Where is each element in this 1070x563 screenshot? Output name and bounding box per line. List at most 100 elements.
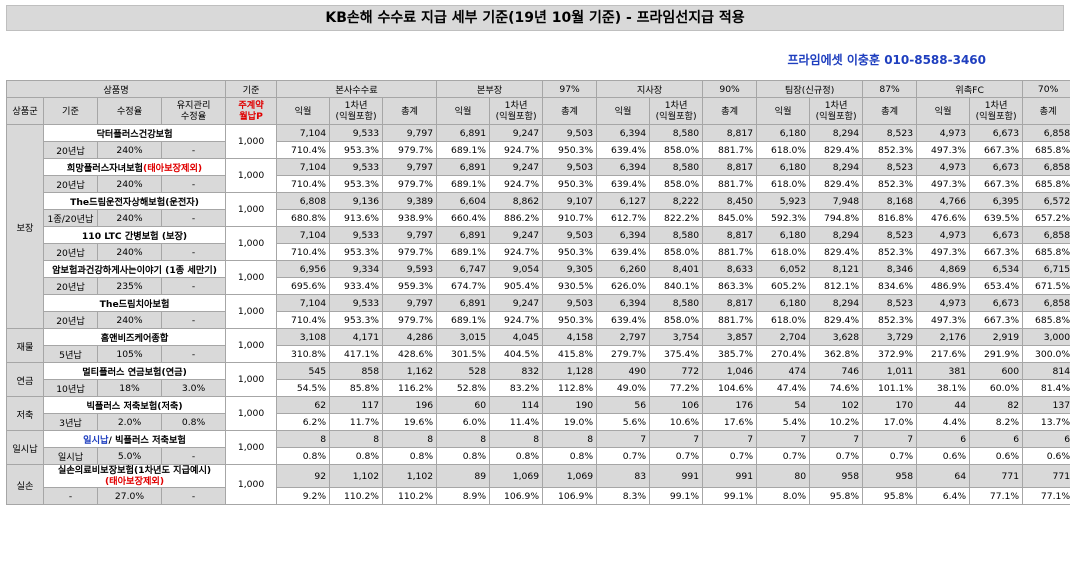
commission-percent: 710.4% <box>276 175 331 193</box>
header-product: 상품명 <box>5 80 227 98</box>
commission-amount: 8,862 <box>489 192 544 210</box>
commission-percent: 618.0% <box>756 243 811 261</box>
commission-percent: 301.5% <box>436 345 491 363</box>
commission-percent: 852.3% <box>862 175 918 193</box>
commission-amount: 7 <box>702 430 758 448</box>
table-row: The드림치아보험 1,000 7,104 9,533 9,797 6,891 9,247 9… <box>7 294 1070 329</box>
product-name-text: 110 LTC 간병보험 (보장) <box>81 231 188 242</box>
commission-amount: 114 <box>489 396 544 414</box>
commission-amount: 8,633 <box>702 260 758 278</box>
commission-amount: 4,171 <box>329 328 384 346</box>
maint-rate: - <box>160 175 227 193</box>
collect-rate: 5.0% <box>97 447 162 465</box>
commission-amount: 8,450 <box>702 192 758 210</box>
commission-percent: 852.3% <box>862 243 918 261</box>
commission-percent: 881.7% <box>702 141 758 159</box>
commission-percent: 95.8% <box>809 487 864 505</box>
commission-percent: 99.1% <box>702 487 758 505</box>
header-main-contract: 주계약 월납P <box>225 97 278 125</box>
commission-percent: 497.3% <box>916 311 971 329</box>
commission-percent: 950.3% <box>542 175 598 193</box>
product-name-text: The드림운전자상해보험(운전자) <box>70 197 199 208</box>
commission-amount: 7 <box>809 430 864 448</box>
product-name: 빅플러스 저축보험(저축) <box>42 396 227 414</box>
commission-percent: 829.4% <box>809 311 864 329</box>
product-name-note: (태아보장제외) <box>143 163 203 174</box>
commission-amount: 2,176 <box>916 328 971 346</box>
commission-percent: 291.9% <box>969 345 1024 363</box>
commission-percent: 74.6% <box>809 379 864 397</box>
commission-amount: 2,797 <box>596 328 651 346</box>
commission-percent: 829.4% <box>809 141 864 159</box>
maint-rate: - <box>160 311 227 329</box>
commission-amount: 9,533 <box>329 158 384 176</box>
header-fc-rate: 70% <box>1022 80 1070 98</box>
commission-amount: 6,394 <box>596 124 651 142</box>
commission-percent: 5.4% <box>756 413 811 431</box>
maint-rate: - <box>160 243 227 261</box>
commission-percent: 11.4% <box>489 413 544 431</box>
product-name: 희망플러스자녀보험(태아보장제외) <box>42 158 227 176</box>
commission-amount: 8 <box>542 430 598 448</box>
commission-percent: 822.2% <box>649 209 704 227</box>
header-y1: 1차년 (익월포함) <box>649 97 704 125</box>
commission-percent: 4.4% <box>916 413 971 431</box>
commission-amount: 6,180 <box>756 124 811 142</box>
commission-amount: 6,858 <box>1022 158 1070 176</box>
commission-amount: 8 <box>436 430 491 448</box>
maint-rate: - <box>160 447 227 465</box>
commission-percent: 95.8% <box>862 487 918 505</box>
commission-percent: 639.4% <box>596 141 651 159</box>
commission-percent: 85.8% <box>329 379 384 397</box>
commission-percent: 101.1% <box>862 379 918 397</box>
commission-amount: 8,346 <box>862 260 918 278</box>
commission-percent: 834.6% <box>862 277 918 295</box>
commission-percent: 950.3% <box>542 311 598 329</box>
commission-percent: 913.6% <box>329 209 384 227</box>
header-m1: 익월 <box>436 97 491 125</box>
header-hq-fee: 본사수수료 <box>276 80 438 98</box>
commission-amount: 9,797 <box>382 294 438 312</box>
commission-amount: 9,797 <box>382 124 438 142</box>
commission-percent: 497.3% <box>916 175 971 193</box>
commission-amount: 1,069 <box>542 464 598 488</box>
base-premium: 1,000 <box>225 226 278 261</box>
commission-amount: 3,000 <box>1022 328 1070 346</box>
commission-amount: 4,973 <box>916 226 971 244</box>
commission-amount: 8,523 <box>862 294 918 312</box>
header-y1: 1차년 (익월포함) <box>809 97 864 125</box>
commission-percent: 852.3% <box>862 141 918 159</box>
commission-percent: 486.9% <box>916 277 971 295</box>
header-division: 본부장 <box>436 80 544 98</box>
commission-percent: 497.3% <box>916 243 971 261</box>
commission-amount: 9,533 <box>329 294 384 312</box>
commission-amount: 9,503 <box>542 158 598 176</box>
commission-percent: 657.2% <box>1022 209 1070 227</box>
commission-amount: 6,891 <box>436 294 491 312</box>
commission-amount: 6,891 <box>436 226 491 244</box>
commission-percent: 953.3% <box>329 175 384 193</box>
collect-rate: 27.0% <box>97 487 162 505</box>
commission-amount: 3,108 <box>276 328 331 346</box>
commission-percent: 0.8% <box>276 447 331 465</box>
header-m1: 익월 <box>916 97 971 125</box>
commission-amount: 8,121 <box>809 260 864 278</box>
commission-amount: 600 <box>969 362 1024 380</box>
product-name-text: 닥터플러스건강보험 <box>96 129 173 140</box>
commission-amount: 9,247 <box>489 124 544 142</box>
commission-amount: 991 <box>649 464 704 488</box>
commission-amount: 8,523 <box>862 124 918 142</box>
header-branch-rate: 90% <box>702 80 758 98</box>
commission-amount: 7 <box>862 430 918 448</box>
commission-percent: 639.5% <box>969 209 1024 227</box>
product-name-text: 일시납 <box>83 435 109 446</box>
commission-percent: 10.2% <box>809 413 864 431</box>
commission-amount: 62 <box>276 396 331 414</box>
commission-percent: 858.0% <box>649 141 704 159</box>
header-total: 총계 <box>542 97 598 125</box>
commission-amount: 1,102 <box>382 464 438 488</box>
commission-percent: 19.0% <box>542 413 598 431</box>
commission-amount: 6,673 <box>969 294 1024 312</box>
table-row: 저축 빅플러스 저축보험(저축) 1,000 62 117 196 60 114 190 56 10… <box>6 396 1070 431</box>
base-premium: 1,000 <box>225 464 278 505</box>
